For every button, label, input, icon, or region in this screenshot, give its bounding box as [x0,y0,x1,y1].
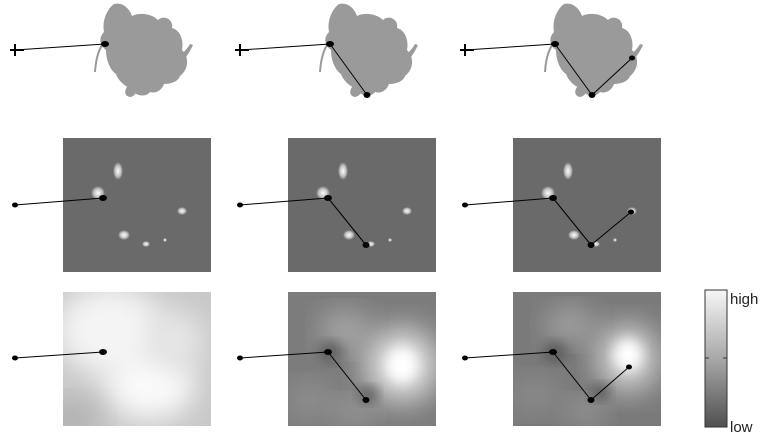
colorbar-high-label: high [730,291,758,308]
column-3 [460,4,661,426]
dense-map-2-field [288,292,436,426]
trace-row2 [237,195,370,248]
column-1 [10,4,211,436]
trace-row3 [12,349,107,361]
dense-map-3-field [513,292,661,426]
colorbar-low-label: low [730,419,753,436]
trace-row3 [462,349,632,403]
trace-row1 [14,41,109,51]
trace-row2 [462,195,634,248]
trace-row1 [464,41,635,98]
trace-row1 [239,41,371,98]
dense-map-1-field [63,292,211,426]
colorbar: high low [704,289,758,436]
trace-row3 [237,349,370,403]
column-2 [235,4,440,426]
trace-row2 [12,195,107,208]
